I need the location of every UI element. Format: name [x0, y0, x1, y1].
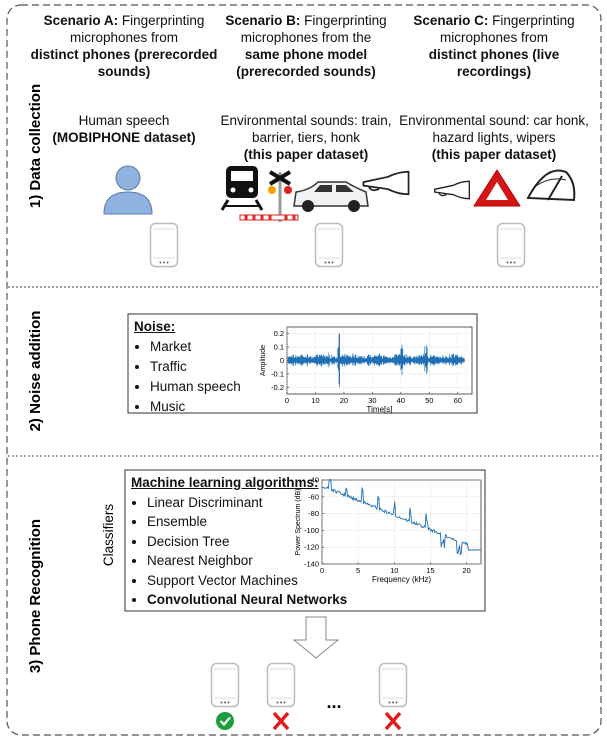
phone-icon [149, 222, 179, 268]
y-tick-label: 0.1 [274, 343, 284, 352]
y-tick-label: -120 [304, 543, 319, 552]
cross-icon [384, 711, 402, 731]
horn-icon [433, 180, 471, 200]
y-tick-label: -80 [308, 509, 319, 518]
scenario-description: Fingerprinting microphones from the [240, 13, 387, 45]
list-item: Support Vector Machines [147, 571, 347, 591]
section-label: 3) Phone Recognition [27, 519, 44, 673]
sounds: Human speech [78, 113, 170, 128]
list-item: Traffic [150, 357, 241, 377]
y-tick-label: 0.2 [274, 329, 284, 338]
waveform-plot: 0 10 20 30 40 50 60 -0.2 -0.1 0 0.1 0.2 Time[s] Ampli… [260, 326, 473, 414]
sound-source: Environmental sound: car honk, hazard li… [396, 112, 592, 163]
y-axis-label: Amplitude [260, 345, 267, 376]
x-tick-label: 5 [356, 566, 360, 575]
list-item: Ensemble [147, 512, 347, 532]
item-list: MarketTrafficHuman speechMusic [134, 337, 241, 417]
panel-title: Noise: [134, 319, 176, 334]
barrier-icon [239, 170, 299, 222]
scenario-name: Scenario A: [43, 13, 119, 28]
y-tick-label: -40 [308, 476, 319, 485]
phone-icon [378, 662, 408, 708]
hazard-icon [473, 169, 521, 207]
list-item: Convolutional Neural Networks [147, 590, 347, 610]
y-tick-label: -60 [308, 492, 319, 501]
sound-source: Human speech (MOBIPHONE dataset) [30, 112, 218, 146]
x-axis-label: Time[s] [367, 405, 393, 414]
scenario-emphasis: distinct phones (live recordings) [428, 47, 560, 79]
phone-icon [210, 662, 240, 708]
list-item: Linear Discriminant [147, 493, 347, 513]
classifier-list: Machine learning algorithms: Linear Disc… [131, 473, 347, 610]
ellipsis: ... [326, 692, 341, 712]
panel-title: Machine learning algorithms: [131, 475, 319, 490]
spectrum-plot: 0 5 10 15 20 -140 -120 -100 -80 -60 -40 Frequency (… [295, 476, 482, 584]
scenario-emphasis: distinct phones (prerecorded sounds) [30, 47, 218, 79]
dataset: (MOBIPHONE dataset) [52, 130, 196, 145]
cross-icon [272, 711, 290, 731]
x-tick-label: 20 [340, 396, 348, 405]
list-item: Market [150, 337, 241, 357]
person-icon [103, 165, 153, 215]
scenario: Scenario A: Fingerprinting microphones f… [30, 12, 218, 80]
scenario-description: Fingerprinting microphones from [439, 13, 575, 45]
x-tick-label: 50 [425, 396, 433, 405]
list-item: Decision Tree [147, 532, 347, 552]
check-icon [216, 712, 234, 730]
scenario: Scenario B: Fingerprinting microphones f… [212, 12, 400, 80]
y-axis-label: Power Spectrum (dB) [295, 489, 302, 556]
x-tick-label: 30 [368, 396, 376, 405]
x-axis-label: Frequency (kHz) [372, 575, 431, 584]
y-tick-label: -140 [304, 560, 319, 569]
y-tick-label: -100 [304, 526, 319, 535]
sounds: Environmental sound: car honk, hazard li… [399, 113, 589, 145]
section-label: 2) Noise addition [27, 311, 44, 432]
phone-icon [266, 662, 296, 708]
sounds: Environmental sounds: train, barrier, ti… [220, 113, 392, 145]
y-tick-label: 0 [280, 356, 284, 365]
list-item: Music [150, 397, 241, 417]
scenario-name: Scenario B: [225, 13, 301, 28]
noise-list: Noise: MarketTrafficHuman speechMusic [134, 317, 241, 417]
arrow [292, 616, 340, 659]
y-tick-label: -0.2 [271, 383, 284, 392]
horn-icon [362, 170, 410, 196]
car-icon [293, 181, 369, 212]
x-tick-label: 10 [311, 396, 319, 405]
list-item: Nearest Neighbor [147, 551, 347, 571]
waveform [287, 333, 465, 388]
outer-border [6, 4, 602, 736]
train-icon [220, 166, 264, 211]
x-tick-label: 0 [320, 566, 324, 575]
plot-area [321, 479, 482, 565]
wiper-icon [526, 169, 576, 202]
x-tick-label: 40 [397, 396, 405, 405]
scenario-name: Scenario C: [413, 13, 489, 28]
sound-source: Environmental sounds: train, barrier, ti… [207, 112, 405, 163]
list-item: Human speech [150, 377, 241, 397]
x-tick-label: 10 [390, 566, 398, 575]
phone-icon [496, 222, 526, 268]
x-tick-label: 20 [462, 566, 470, 575]
item-list: Linear DiscriminantEnsembleDecision Tree… [131, 493, 347, 610]
x-tick-label: 0 [285, 396, 289, 405]
section-label: 1) Data collection [27, 84, 44, 208]
scenario-emphasis: same phone model (prerecorded sounds) [236, 47, 376, 79]
side-label: Classifiers [101, 504, 116, 567]
x-tick-label: 60 [454, 396, 462, 405]
spectrum [321, 478, 481, 556]
y-tick-label: -0.1 [271, 369, 284, 378]
x-tick-label: 15 [426, 566, 434, 575]
dataset: (this paper dataset) [243, 147, 369, 162]
scenario: Scenario C: Fingerprinting microphones f… [400, 12, 588, 80]
scenario-description: Fingerprinting microphones from [69, 13, 205, 45]
phone-icon [314, 222, 344, 268]
dataset: (this paper dataset) [431, 147, 557, 162]
